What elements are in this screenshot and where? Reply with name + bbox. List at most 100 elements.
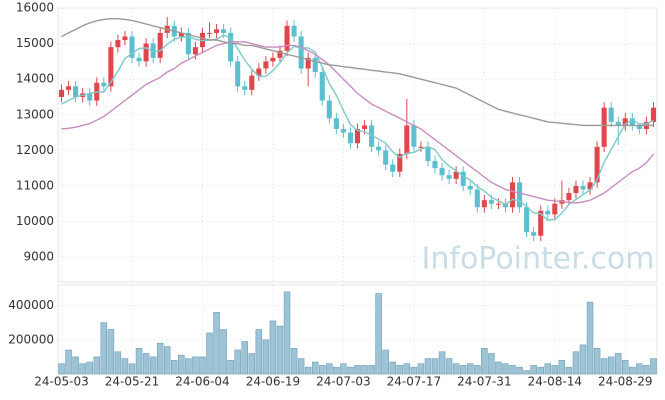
volume-bar [593,348,601,375]
candle-body [221,29,227,33]
candle-body [284,25,290,51]
candle-body [460,171,466,186]
volume-bar [178,354,185,375]
candle-body [650,107,657,122]
volume-bar [192,356,199,375]
candle-body [256,68,262,76]
candle-body [404,125,410,154]
volume-bar [333,366,340,375]
candle-body [101,82,107,87]
candle-body [538,210,544,236]
candle-body [383,150,389,165]
volume-bar [340,363,347,375]
volume-bar [361,365,368,375]
candle-body [608,107,614,122]
volume-bar [241,341,249,375]
candle-body [192,47,198,55]
y-tick-label: 9000 [23,250,54,264]
candle-body [214,29,220,33]
candle-body [488,200,494,204]
volume-bar [650,358,657,375]
candle-body [390,164,396,172]
volume-bar [375,293,382,375]
candle-body [545,210,551,215]
volume-bar [72,356,79,375]
volume-bar [509,365,516,375]
volume-bar [185,358,192,375]
volume-bar [248,353,256,375]
volume-bar [466,363,474,375]
candle-body [157,32,163,58]
candle-body [347,132,353,144]
volume-bar [459,365,467,375]
candle-body [242,86,248,90]
volume-bar [544,363,552,375]
candle-body [411,125,417,147]
y-tick-label: 13000 [16,107,54,121]
volume-bar [297,358,305,375]
candle-body [249,75,255,90]
moving-average-line [61,41,655,204]
candle-body [397,153,403,172]
candle-body [552,203,558,215]
volume-bar [93,356,101,375]
candle-body [432,161,438,169]
candle-body [524,207,530,233]
candle-body [566,193,572,201]
candle-body [446,175,452,179]
candle-body [594,146,600,183]
candle-body [115,40,121,48]
x-tick-label: 24-08-29 [598,375,652,389]
candle-body [87,93,93,101]
candle-body [425,146,431,162]
candle-body [580,185,586,190]
candle-body [474,189,480,208]
volume-tick-label: 200000 [8,332,54,346]
volume-bar [304,366,312,375]
price-panel [57,7,658,283]
y-tick-label: 11000 [16,178,54,192]
volume-bar [269,320,277,375]
candle-body [333,118,339,129]
volume-bar [481,348,488,375]
volume-bar [622,360,629,375]
candle-body [66,86,72,90]
volume-bar [65,349,72,375]
volume-bar [629,366,636,375]
candle-body [629,118,635,126]
volume-bar [558,360,566,375]
volume-bar [276,325,284,375]
volume-bar [382,349,389,375]
candle-body [354,128,361,144]
candle-body [143,43,149,62]
candle-body [263,61,269,69]
x-tick-label: 24-07-31 [457,375,511,389]
volume-bar [572,351,580,375]
volume-bar [565,366,573,375]
volume-bar [100,322,108,375]
volume-bar [319,365,326,375]
candle-body [312,57,318,73]
volume-bar [311,361,319,375]
x-tick-label: 24-07-17 [387,375,441,389]
volume-bar [586,301,594,375]
moving-average-line [61,34,654,221]
candle-body [481,200,487,208]
candle-body [319,72,325,101]
volume-bar [149,356,157,375]
candle-body [58,89,65,97]
candle-body [326,100,332,119]
candle-body [601,107,607,147]
volume-bar [347,366,354,375]
x-tick-label: 24-07-03 [316,375,370,389]
candle-body [509,182,516,208]
y-tick-label: 15000 [16,36,54,50]
volume-bar [227,360,234,375]
volume-bar [135,348,143,375]
candle-body [587,182,593,190]
volume-bar [614,353,622,375]
candle-body [340,128,346,133]
volume-bar [171,360,178,375]
y-tick-label: 16000 [16,1,54,15]
